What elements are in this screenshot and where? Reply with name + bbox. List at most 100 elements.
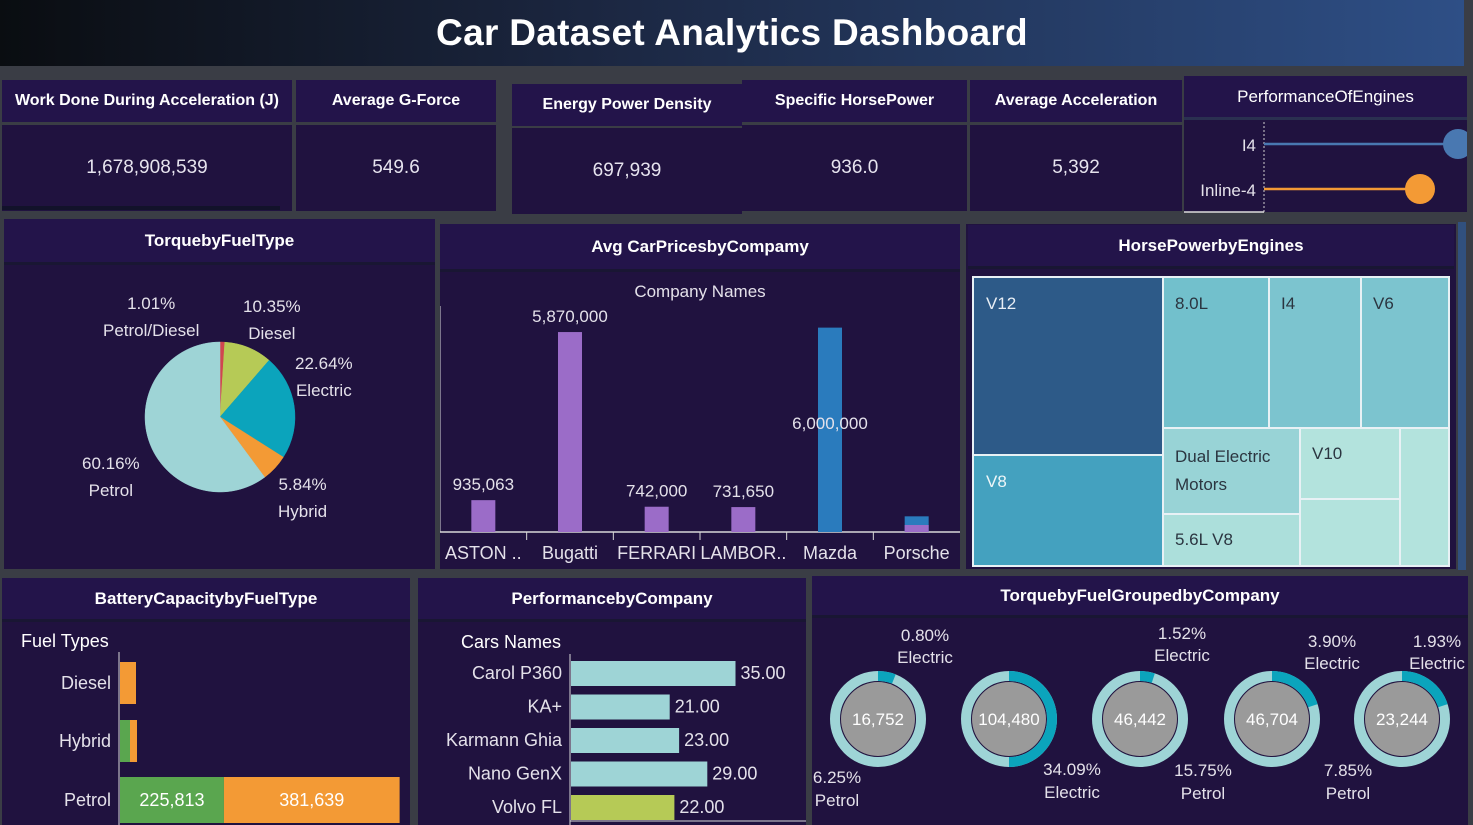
donut-electric-arc <box>1139 671 1155 683</box>
price-data-label: 742,000 <box>626 482 687 501</box>
donut-bottom-pct: 15.75% <box>1174 761 1232 780</box>
pie-label-petrol: 60.16% Petrol <box>82 454 140 500</box>
donut-top-cat: Electric <box>1304 654 1360 673</box>
donut-center-value: 16,752 <box>852 710 904 729</box>
perf-data-label: 23.00 <box>684 730 729 750</box>
price-data-label: 6,000,000 <box>792 414 868 433</box>
kpi-label-g-force: Average G-Force <box>296 80 496 122</box>
perf-bar <box>571 761 708 787</box>
donut-electric-arc <box>1401 671 1448 708</box>
treemap-cell-other[interactable] <box>1301 500 1399 565</box>
performance-engines-chart: I4 Inline-4 <box>1184 122 1467 213</box>
donut-electric-arc <box>877 671 896 684</box>
engine-dot <box>1443 129 1467 159</box>
treemap-cell-v6[interactable]: V6 <box>1362 278 1448 427</box>
donut-bottom-pct: 34.09% <box>1043 760 1101 779</box>
perf-company-title: PerformancebyCompany <box>418 578 806 622</box>
perf-category-label: Nano GenX <box>468 764 562 784</box>
donut-bottom-cat: Petrol <box>815 791 859 810</box>
kpi-value-g-force: 549.6 <box>296 125 496 211</box>
donut-hole <box>841 682 915 756</box>
donut-bottom-cat: Petrol <box>1326 784 1370 803</box>
pie-label-diesel: 10.35% Diesel <box>243 297 301 343</box>
battery-bar <box>130 720 137 762</box>
treemap-cell-5-6l-v8[interactable]: 5.6L V8 <box>1164 515 1299 565</box>
donut-hole <box>1235 682 1309 756</box>
donut-center-value: 23,244 <box>1376 710 1428 729</box>
donut-center-value: 104,480 <box>978 710 1039 729</box>
donut-bottom-pct: 6.25% <box>813 768 861 787</box>
donut-bottom-cat: Petrol <box>1181 784 1225 803</box>
battery-data-label: 381,639 <box>279 790 344 810</box>
battery-title: BatteryCapacitybyFuelType <box>2 578 410 622</box>
price-tick-label: LAMBOR.. <box>700 543 786 563</box>
perf-data-label: 21.00 <box>675 697 720 717</box>
battery-ylabel: Fuel Types <box>21 631 109 651</box>
avg-prices-chart: 935,063 ASTON .. 5,870,000 Bugatti 742,000 FE… <box>440 306 960 563</box>
price-bar <box>731 507 756 532</box>
donut-hole <box>1103 682 1177 756</box>
treemap-cell-v10[interactable]: V10 <box>1301 429 1399 498</box>
donut-top-cat: Electric <box>897 648 953 667</box>
treemap-cell-8-0l[interactable]: 8.0L <box>1164 278 1268 427</box>
price-tick-label: Bugatti <box>542 543 598 563</box>
perf-company-chart: Carol P360 35.00 KA+ 21.00 Karmann Ghia 23.00… <box>446 654 806 825</box>
avg-prices-title: Avg CarPricesbyCompamy <box>440 224 960 272</box>
battery-bar <box>223 777 400 823</box>
pie-slice <box>144 341 266 493</box>
treemap-cell-i4[interactable]: I4 <box>1270 278 1360 427</box>
kpi-underline <box>2 206 280 210</box>
perf-data-label: 29.00 <box>712 764 757 784</box>
donut-bottom-cat: Electric <box>1044 783 1100 802</box>
price-bar-segment <box>904 525 929 532</box>
pie-label-hybrid: 5.84% Hybrid <box>278 475 328 521</box>
kpi-value-specific-hp: 936.0 <box>742 125 967 211</box>
perf-company-ylabel: Cars Names <box>461 632 562 652</box>
battery-category-label: Hybrid <box>59 731 111 751</box>
battery-bar <box>120 777 224 823</box>
hp-engines-title: HorsePowerbyEngines <box>968 225 1454 269</box>
price-tick-label: Mazda <box>803 543 858 563</box>
perf-category-label: Carol P360 <box>472 663 562 683</box>
price-bar <box>818 327 842 532</box>
avg-prices-panel <box>440 224 960 569</box>
perf-data-label: 35.00 <box>741 663 786 683</box>
donut-top-cat: Electric <box>1154 646 1210 665</box>
dashboard-header: Car Dataset Analytics Dashboard <box>0 0 1464 66</box>
battery-data-label: 225,813 <box>139 790 204 810</box>
battery-chart: Diesel Hybrid Petrol 225,813 381,639 <box>59 652 400 825</box>
price-data-label: 935,063 <box>453 475 514 494</box>
kpi-label-energy-density: Energy Power Density <box>512 84 742 126</box>
battery-bar <box>120 720 130 762</box>
donut-bottom-pct: 7.85% <box>1324 761 1372 780</box>
engine-dot <box>1405 174 1435 204</box>
donut-hole <box>1365 682 1439 756</box>
battery-bar <box>120 662 136 704</box>
engine-label: Inline-4 <box>1200 181 1256 200</box>
price-bar <box>644 506 669 532</box>
donut-top-pct: 3.90% <box>1308 632 1356 651</box>
kpi-label-work-done: Work Done During Acceleration (J) <box>2 80 292 122</box>
perf-data-label: 22.00 <box>679 797 724 817</box>
engine-label: I4 <box>1242 136 1256 155</box>
donut-hole <box>972 682 1046 756</box>
donut-electric-arc <box>1008 671 1057 767</box>
pie-label-electric: 22.64% Electric <box>295 354 353 400</box>
perf-bar <box>571 694 670 720</box>
treemap-cell-v8[interactable]: V8 <box>974 456 1162 565</box>
torque-company-title: TorquebyFuelGroupedbyCompany <box>812 576 1468 618</box>
donut-center-value: 46,442 <box>1114 710 1166 729</box>
pie-label-petrol-diesel: 1.01% Petrol/Diesel <box>103 294 200 340</box>
treemap-cell-v12[interactable]: V12 <box>974 278 1162 454</box>
price-bar <box>471 500 496 532</box>
price-tick-label: Porsche <box>884 543 950 563</box>
treemap: V12 V8 8.0L I4 V6 Dual Electric Motors 5… <box>972 276 1450 567</box>
avg-prices-xlabel: Company Names <box>634 282 766 301</box>
torque-fuel-pie <box>144 341 296 493</box>
donut-top-pct: 1.93% <box>1413 632 1461 651</box>
kpi-label-avg-accel: Average Acceleration <box>970 80 1182 122</box>
donut-top-cat: Electric <box>1409 654 1465 673</box>
treemap-cell-dual-electric[interactable]: Dual Electric Motors <box>1164 429 1299 513</box>
treemap-cell-other[interactable] <box>1401 429 1448 565</box>
battery-category-label: Petrol <box>64 790 111 810</box>
